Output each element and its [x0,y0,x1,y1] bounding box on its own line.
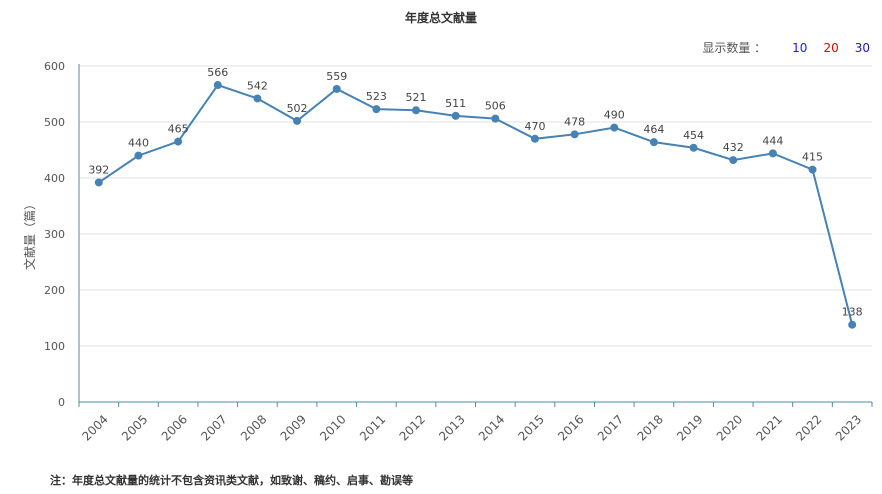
data-point-2022 [808,165,817,174]
data-point-2010 [332,84,341,93]
data-points [94,81,857,329]
y-tick-label-100: 100 [44,340,65,353]
data-point-2019 [689,143,698,152]
y-tick-label-0: 0 [58,396,65,409]
y-tick-label-500: 500 [44,116,65,129]
data-point-2013 [451,111,460,120]
data-point-2008 [253,94,262,103]
x-tick-label-2007: 2007 [198,412,229,443]
data-point-2015 [530,134,539,143]
data-point-2023 [848,320,857,329]
display-count-label: 显示数量 ： [702,41,767,55]
x-tick-label-2018: 2018 [634,412,665,443]
x-tick-label-2017: 2017 [595,412,626,443]
x-tick-label-2023: 2023 [833,412,864,443]
count-option-30[interactable]: 30 [854,40,870,55]
data-point-2007 [213,81,222,90]
line-chart: 0 100 200 300 400 500 600 2004 2005 2006 2007 2008… [22,60,873,444]
data-point-2004 [94,178,103,187]
x-tick-label-2013: 2013 [436,412,467,443]
x-tick-label-2008: 2008 [238,412,269,443]
data-label-2004: 392 [88,163,109,176]
data-label-2009: 502 [287,102,308,115]
data-point-2017 [610,123,619,132]
x-tick-label-2012: 2012 [397,412,428,443]
data-point-2018 [649,138,658,147]
x-tick-label-2004: 2004 [79,412,110,443]
data-point-2016 [570,130,579,139]
data-point-2014 [491,114,500,123]
y-tick-label-300: 300 [44,228,65,241]
y-tick-label-400: 400 [44,172,65,185]
data-label-2006: 465 [168,123,189,136]
data-label-2014: 506 [485,100,506,113]
x-tick-label-2014: 2014 [476,412,507,443]
data-label-2022: 415 [802,151,823,164]
x-tick-label-2016: 2016 [555,412,586,443]
y-tick-label-200: 200 [44,284,65,297]
data-label-2018: 464 [643,123,664,136]
x-tick-label-2020: 2020 [714,412,745,443]
x-tick-label-2009: 2009 [278,412,309,443]
data-label-2015: 470 [524,120,545,133]
x-tick-label-2011: 2011 [357,412,388,443]
y-tick-label-600: 600 [44,60,65,73]
data-point-2012 [412,106,421,115]
x-tick-label-2010: 2010 [317,412,348,443]
footnote: 注：年度总文献量的统计不包含资讯类文献，如致谢、稿约、启事、勘误等 [50,474,413,487]
data-label-2017: 490 [604,109,625,122]
data-label-2005: 440 [128,137,149,150]
series-line-path [98,83,854,325]
series-line [98,83,854,325]
x-tick-label-2015: 2015 [516,412,547,443]
data-label-2011: 523 [366,90,387,103]
data-point-2020 [729,156,738,165]
data-label-2013: 511 [445,97,466,110]
data-labels: 392 440 465 566 542 502 559 523 521 511 506 470 478 4… [88,66,862,319]
data-point-2021 [768,149,777,158]
data-label-2020: 432 [723,141,744,154]
x-tick-label-2022: 2022 [793,412,824,443]
data-label-2016: 478 [564,115,585,128]
data-point-2011 [372,105,381,114]
data-point-2009 [293,116,302,125]
chart-title: 年度总文献量 [404,11,477,25]
data-point-2005 [134,151,143,160]
data-label-2021: 444 [762,134,783,147]
y-axis-ticks: 0 100 200 300 400 500 600 [44,60,65,409]
x-tick-label-2005: 2005 [119,412,150,443]
x-axis-ticks: 2004 2005 2006 2007 2008 2009 2010 2011 2012 2013… [78,402,873,444]
data-label-2007: 566 [207,66,228,79]
data-label-2008: 542 [247,79,268,92]
data-label-2010: 559 [326,70,347,83]
x-tick-label-2021: 2021 [753,412,784,443]
data-point-2006 [174,137,183,146]
grid-lines [79,65,872,347]
count-option-10[interactable]: 10 [792,40,808,55]
x-tick-label-2006: 2006 [159,412,190,443]
y-axis-label: 文献量（篇） [22,198,37,270]
count-option-20[interactable]: 20 [823,40,839,55]
x-tick-label-2019: 2019 [674,412,705,443]
data-label-2012: 521 [406,91,427,104]
data-label-2019: 454 [683,129,704,142]
data-label-2023: 138 [842,306,863,319]
display-count-selector: 显示数量 ： 10 20 30 [702,39,870,56]
